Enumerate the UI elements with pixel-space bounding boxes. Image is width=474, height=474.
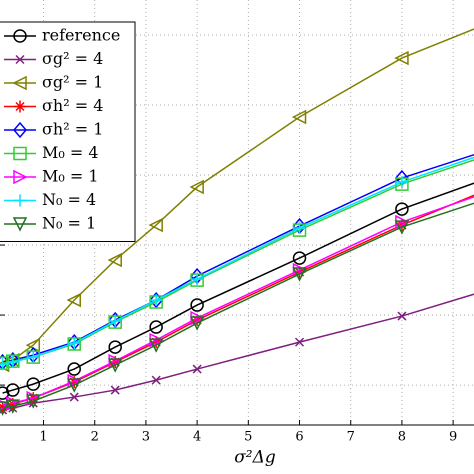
x-tick-label: 8 [398, 430, 406, 445]
marker [291, 109, 307, 125]
marker [107, 252, 122, 268]
marker [189, 179, 204, 195]
marker [13, 121, 27, 139]
legend: reference σg² = 4 σg² = 1 σh² = 4 σh² = 1 M₀ … [0, 21, 136, 242]
legend-label: N₀ = 4 [42, 190, 96, 209]
x-tick-label: 1 [39, 430, 47, 445]
x-tick-label: 7 [347, 430, 355, 445]
marker [397, 311, 407, 321]
marker [14, 100, 26, 113]
marker [0, 401, 9, 414]
marker [394, 220, 410, 235]
marker [67, 362, 81, 376]
marker [69, 392, 79, 402]
x-axis-label: σ²Δg [234, 448, 276, 468]
marker [292, 262, 308, 278]
marker [292, 251, 307, 265]
marker [151, 375, 161, 385]
marker [293, 266, 306, 279]
marker [394, 50, 409, 66]
x-tick-label: 3 [142, 430, 150, 445]
marker [395, 202, 409, 216]
marker [6, 383, 20, 397]
marker [292, 267, 307, 282]
legend-label: σh² = 1 [42, 120, 103, 139]
marker [190, 298, 204, 312]
marker [149, 320, 163, 334]
marker [0, 356, 10, 370]
marker [192, 364, 202, 374]
marker [6, 356, 19, 369]
legend-label: M₀ = 1 [42, 167, 99, 186]
marker [6, 398, 19, 411]
marker [109, 315, 122, 328]
marker [148, 338, 164, 353]
marker [189, 316, 205, 331]
marker [67, 378, 82, 393]
legend-label: σh² = 4 [42, 96, 103, 115]
legend-label: reference [42, 26, 120, 45]
marker [26, 394, 41, 409]
marker [66, 292, 81, 308]
marker [294, 337, 305, 347]
marker [12, 217, 28, 232]
marker [108, 340, 122, 354]
marker [110, 385, 120, 395]
marker [108, 353, 123, 369]
series-line [2, 196, 474, 406]
marker [395, 176, 408, 189]
plot-area [0, 28, 474, 416]
marker [13, 146, 27, 161]
marker [0, 401, 10, 416]
marker [107, 358, 123, 373]
x-tick-label: 4 [193, 430, 201, 445]
series-line [2, 293, 474, 411]
legend-box [0, 21, 136, 242]
marker [191, 314, 204, 327]
marker [5, 399, 21, 414]
marker [395, 177, 409, 191]
legend-label: N₀ = 1 [42, 214, 96, 233]
series-line [2, 182, 474, 394]
marker [292, 223, 307, 237]
marker [14, 194, 26, 207]
marker [109, 356, 122, 369]
marker [0, 358, 9, 371]
x-tick-label: 5 [244, 430, 252, 445]
marker [67, 373, 82, 389]
marker [26, 377, 41, 391]
series-line [2, 28, 474, 366]
x-tick-label: 2 [91, 430, 99, 445]
legend-label: σg² = 1 [42, 73, 103, 92]
series-line [2, 202, 474, 409]
x-tick-label: 9 [449, 430, 457, 445]
marker [15, 54, 25, 65]
legend-label: σg² = 4 [42, 49, 103, 68]
marker [293, 222, 306, 235]
marker [68, 376, 81, 389]
marker [149, 295, 163, 309]
marker [68, 337, 81, 350]
marker [67, 333, 82, 351]
legend-label: M₀ = 4 [42, 143, 99, 162]
marker [67, 337, 81, 351]
marker [150, 336, 163, 349]
marker [27, 351, 40, 364]
marker [13, 169, 28, 185]
marker [191, 273, 204, 286]
marker [148, 217, 163, 233]
marker [12, 75, 27, 91]
marker [0, 386, 10, 400]
marker [150, 294, 163, 307]
marker [13, 29, 27, 43]
series-line [2, 156, 474, 365]
x-tick-label: 6 [295, 430, 303, 445]
